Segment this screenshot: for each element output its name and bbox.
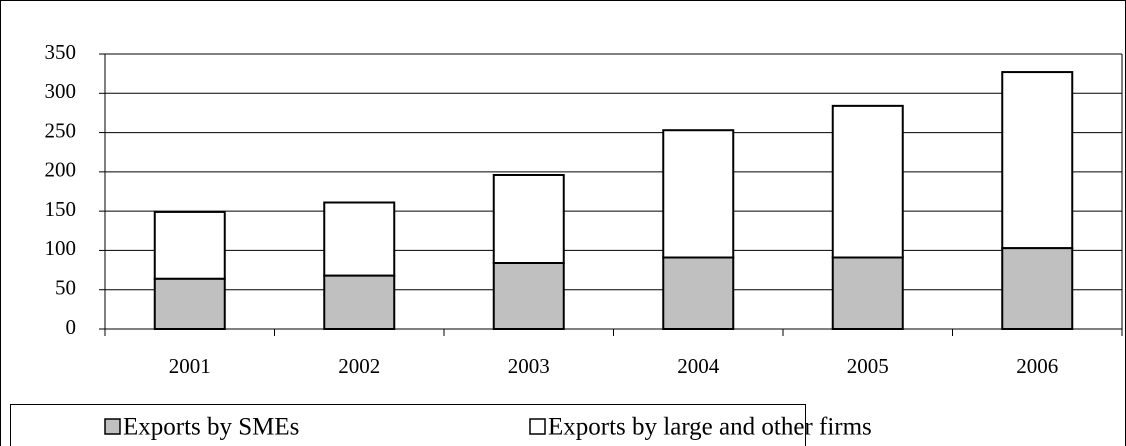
bar-segment xyxy=(323,201,396,277)
x-tick-label: 2003 xyxy=(508,354,550,378)
bar-segment xyxy=(662,129,735,259)
y-tick-label: 200 xyxy=(45,158,77,182)
x-tick-label: 2004 xyxy=(677,354,720,378)
bar-segment xyxy=(1001,247,1074,330)
x-tick-label: 2002 xyxy=(338,354,380,378)
bar-segment xyxy=(153,277,226,331)
y-tick-label: 50 xyxy=(55,276,76,300)
y-tick-label: 150 xyxy=(45,197,77,221)
bar-segment xyxy=(492,174,565,264)
bar-segment xyxy=(831,104,904,259)
legend-label: Exports by SMEs xyxy=(123,414,299,441)
legend-swatch xyxy=(104,418,121,435)
y-tick-label: 350 xyxy=(45,40,77,64)
bar-segment xyxy=(831,256,904,330)
legend-label: Exports by large and other firms xyxy=(548,414,872,441)
bar-segment xyxy=(323,274,396,331)
x-tick-label: 2006 xyxy=(1016,354,1058,378)
legend-box xyxy=(10,404,806,446)
bar-segment xyxy=(492,262,565,330)
x-tick-label: 2001 xyxy=(169,354,211,378)
legend-swatch xyxy=(529,418,546,435)
y-tick-label: 250 xyxy=(45,118,77,142)
y-tick-label: 100 xyxy=(45,236,77,260)
y-tick-label: 0 xyxy=(66,315,77,339)
bar-segment xyxy=(153,210,226,280)
bar-segment xyxy=(1001,71,1074,250)
x-tick-label: 2005 xyxy=(847,354,889,378)
y-tick-label: 300 xyxy=(45,79,77,103)
bar-segment xyxy=(662,256,735,330)
